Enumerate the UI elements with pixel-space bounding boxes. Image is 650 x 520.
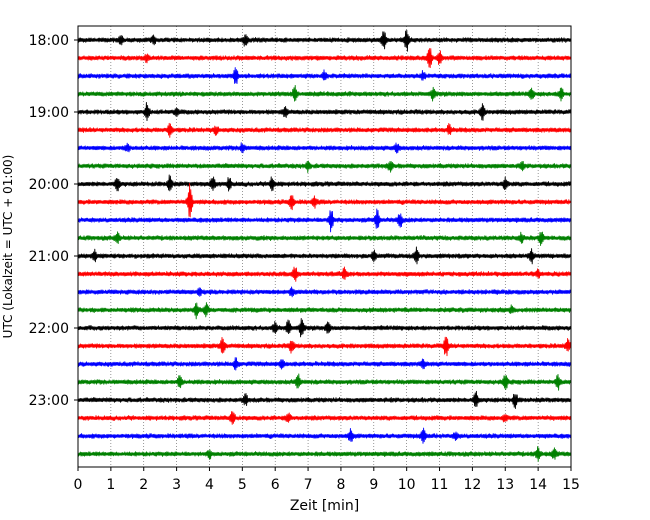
trace-line (77, 174, 572, 192)
trace-line (77, 302, 572, 320)
trace-line (77, 29, 572, 52)
trace-line (77, 390, 572, 409)
x-tick-label: 11 (431, 477, 449, 493)
trace-line (77, 48, 572, 69)
y-axis-ticks: 18:00 19:00 20:00 21:00 22:00 23:00 (29, 33, 78, 409)
x-tick-label: 14 (529, 477, 547, 493)
trace-line (77, 446, 572, 462)
trace-line (77, 231, 572, 246)
y-tick-label: 22:00 (29, 321, 69, 337)
trace-line (77, 286, 572, 298)
trace-line (77, 427, 572, 444)
trace-line (77, 122, 572, 138)
trace-line (77, 183, 572, 218)
x-axis-ticks: 0 1 2 3 4 5 6 7 8 9 10 11 12 13 14 15 (74, 467, 580, 493)
x-tick-label: 1 (106, 477, 115, 493)
trace-line (77, 357, 572, 371)
x-tick-label: 2 (139, 477, 148, 493)
trace-line (77, 266, 572, 282)
x-tick-label: 4 (205, 477, 214, 493)
x-tick-label: 12 (463, 477, 481, 493)
trace-line (77, 160, 572, 173)
trace-line (77, 318, 572, 338)
trace-line (77, 336, 572, 357)
plot-frame (77, 25, 572, 468)
x-tick-label: 6 (271, 477, 280, 493)
x-tick-label: 9 (369, 477, 378, 493)
x-tick-label: 10 (398, 477, 416, 493)
trace-line (77, 101, 572, 122)
trace-line (77, 208, 572, 233)
x-axis-label: Zeit [min] (290, 498, 359, 514)
y-tick-label: 18:00 (29, 33, 69, 49)
trace-line (77, 373, 572, 391)
x-tick-label: 15 (562, 477, 580, 493)
y-tick-label: 19:00 (29, 105, 69, 121)
x-tick-label: 7 (304, 477, 313, 493)
trace-line (77, 142, 572, 154)
seismic-traces (77, 29, 572, 462)
x-tick-label: 13 (496, 477, 514, 493)
y-tick-label: 20:00 (29, 177, 69, 193)
x-tick-label: 0 (74, 477, 83, 493)
x-tick-label: 8 (336, 477, 345, 493)
x-tick-label: 3 (172, 477, 181, 493)
y-tick-label: 23:00 (29, 393, 69, 409)
trace-line (77, 411, 572, 425)
y-axis-label: UTC (Lokalzeit = UTC + 01:00) (1, 155, 15, 339)
trace-line (77, 84, 572, 102)
x-tick-label: 5 (238, 477, 247, 493)
trace-line (77, 67, 572, 84)
y-tick-label: 21:00 (29, 249, 69, 265)
trace-line (77, 246, 572, 265)
